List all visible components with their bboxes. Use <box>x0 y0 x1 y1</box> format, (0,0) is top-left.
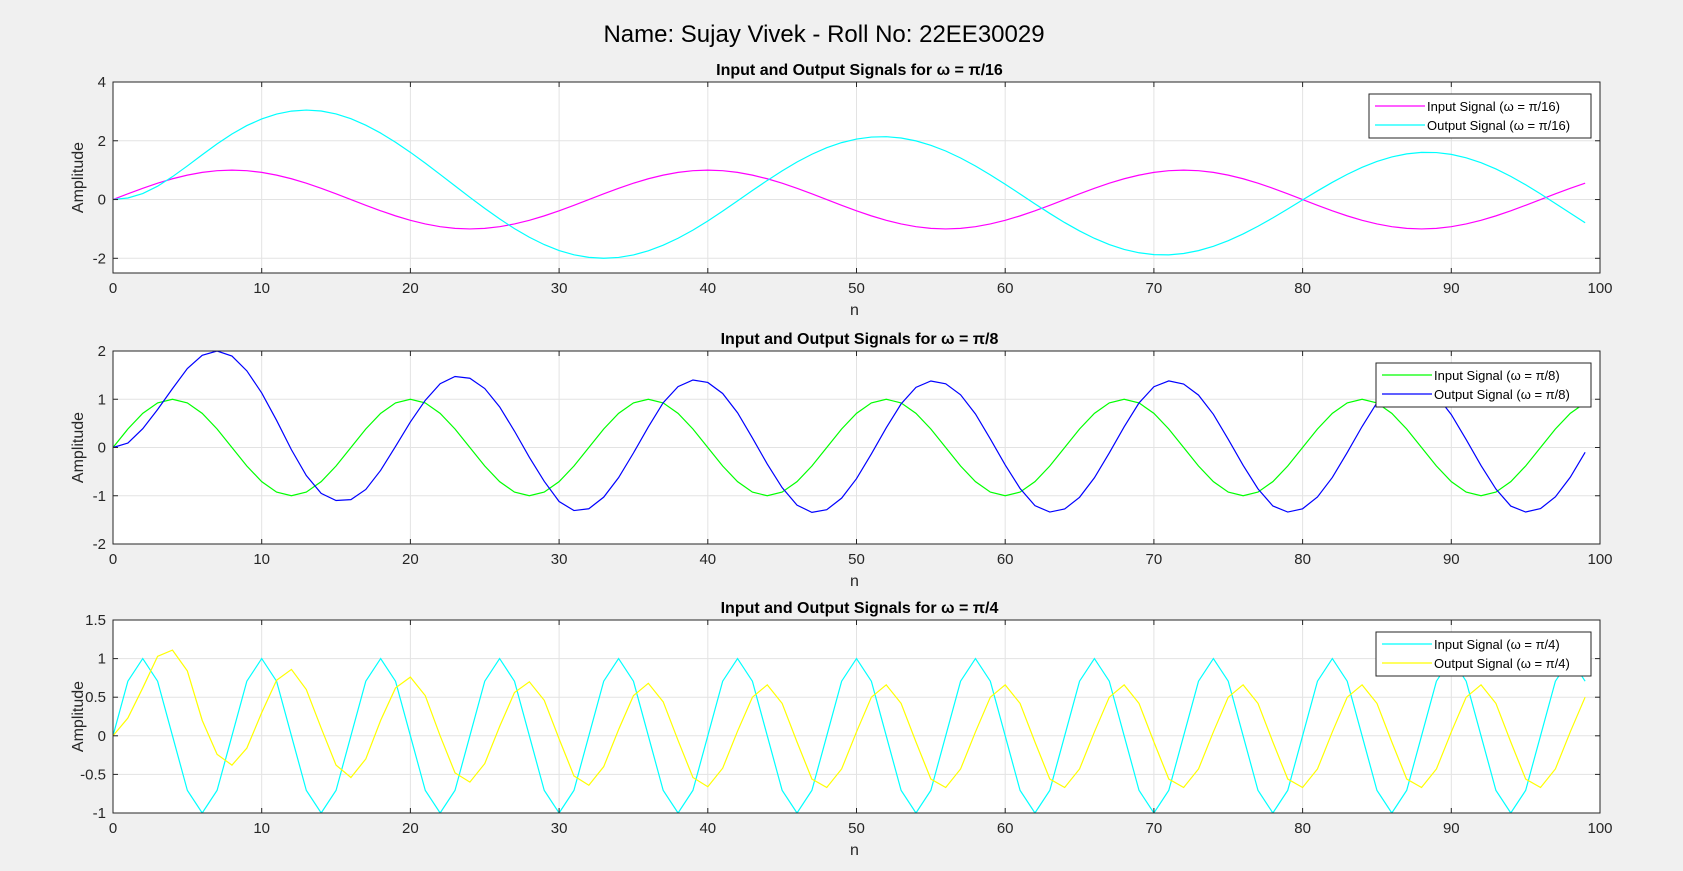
figure-title: Name: Sujay Vivek - Roll No: 22EE30029 <box>603 21 1044 48</box>
legend-box <box>1375 631 1592 677</box>
series-line-output <box>113 649 1586 789</box>
y-tick-label: 0.5 <box>85 689 106 706</box>
x-tick-label: 0 <box>109 820 117 837</box>
x-tick-label: 70 <box>1146 820 1163 837</box>
y-tick-label: 1.5 <box>85 612 106 629</box>
x-axis-label: n <box>850 842 859 859</box>
y-axis-label: Amplitude <box>70 412 87 483</box>
x-tick-label: 20 <box>402 280 419 297</box>
y-axis-label: Amplitude <box>70 681 87 752</box>
subplot-title: Input and Output Signals for ω = π/16 <box>716 62 1003 79</box>
x-tick-label: 10 <box>253 820 270 837</box>
legend-box <box>1368 93 1592 139</box>
x-tick-label: 50 <box>848 820 865 837</box>
legend-label: Output Signal (ω = π/16) <box>1427 118 1570 133</box>
x-tick-label: 20 <box>402 820 419 837</box>
y-axis-label: Amplitude <box>70 142 87 213</box>
legend-box <box>1375 362 1592 408</box>
x-tick-label: 0 <box>109 280 117 297</box>
x-tick-label: 50 <box>848 551 865 568</box>
y-tick-label: 0 <box>98 192 106 209</box>
legend: Input Signal (ω = π/4) Output Signal (ω =… <box>1375 631 1592 677</box>
y-tick-label: -2 <box>93 250 106 267</box>
x-tick-label: 70 <box>1146 280 1163 297</box>
x-tick-label: 90 <box>1443 280 1460 297</box>
x-tick-label: 90 <box>1443 820 1460 837</box>
x-axis-label: n <box>850 573 859 590</box>
y-tick-label: -0.5 <box>80 766 106 783</box>
subplot-2: 0 10 20 30 40 50 60 70 80 90 100 -2 -1 0 1 2 Input and O… <box>70 331 1613 590</box>
x-tick-label: 40 <box>699 551 716 568</box>
x-tick-label: 100 <box>1587 820 1612 837</box>
series-line-input <box>113 398 1586 497</box>
legend: Input Signal (ω = π/16) Output Signal (ω … <box>1368 93 1592 139</box>
x-tick-label: 60 <box>997 280 1014 297</box>
legend-label: Input Signal (ω = π/8) <box>1434 368 1560 383</box>
y-tick-label: -1 <box>93 805 106 822</box>
legend-label: Output Signal (ω = π/4) <box>1434 656 1570 671</box>
x-tick-label: 50 <box>848 280 865 297</box>
x-axis-label: n <box>850 302 859 319</box>
y-tick-label: -2 <box>93 536 106 553</box>
subplot-title: Input and Output Signals for ω = π/8 <box>721 331 999 348</box>
series-line-input <box>113 169 1586 230</box>
y-tick-label: 4 <box>98 74 106 91</box>
y-tick-label: 2 <box>98 133 106 150</box>
x-tick-label: 40 <box>699 280 716 297</box>
x-tick-label: 80 <box>1294 280 1311 297</box>
y-tick-label: 0 <box>98 440 106 457</box>
x-tick-label: 100 <box>1587 551 1612 568</box>
x-tick-label: 100 <box>1587 280 1612 297</box>
x-tick-label: 80 <box>1294 820 1311 837</box>
y-tick-label: 1 <box>98 651 106 668</box>
x-tick-label: 30 <box>551 551 568 568</box>
legend-label: Input Signal (ω = π/16) <box>1427 99 1560 114</box>
x-tick-label: 20 <box>402 551 419 568</box>
x-tick-label: 60 <box>997 551 1014 568</box>
x-tick-label: 30 <box>551 820 568 837</box>
x-tick-label: 80 <box>1294 551 1311 568</box>
x-tick-label: 70 <box>1146 551 1163 568</box>
subplot-3: 0 10 20 30 40 50 60 70 80 90 100 -1 -0.5 0 0.5 1 1.5 Inpu… <box>70 600 1613 859</box>
series-line-output <box>113 109 1586 259</box>
y-tick-label: 1 <box>98 391 106 408</box>
legend: Input Signal (ω = π/8) Output Signal (ω =… <box>1375 362 1592 408</box>
series-line-output <box>113 351 1586 514</box>
x-tick-label: 90 <box>1443 551 1460 568</box>
x-tick-label: 0 <box>109 551 117 568</box>
series-line-input <box>113 657 1586 813</box>
legend-label: Input Signal (ω = π/4) <box>1434 637 1560 652</box>
y-tick-label: -1 <box>93 488 106 505</box>
y-tick-label: 2 <box>98 343 106 360</box>
y-tick-label: 0 <box>98 728 106 745</box>
x-tick-label: 10 <box>253 280 270 297</box>
x-tick-label: 30 <box>551 280 568 297</box>
x-tick-label: 40 <box>699 820 716 837</box>
x-tick-label: 60 <box>997 820 1014 837</box>
legend-label: Output Signal (ω = π/8) <box>1434 387 1570 402</box>
subplot-title: Input and Output Signals for ω = π/4 <box>721 600 999 617</box>
x-tick-label: 10 <box>253 551 270 568</box>
